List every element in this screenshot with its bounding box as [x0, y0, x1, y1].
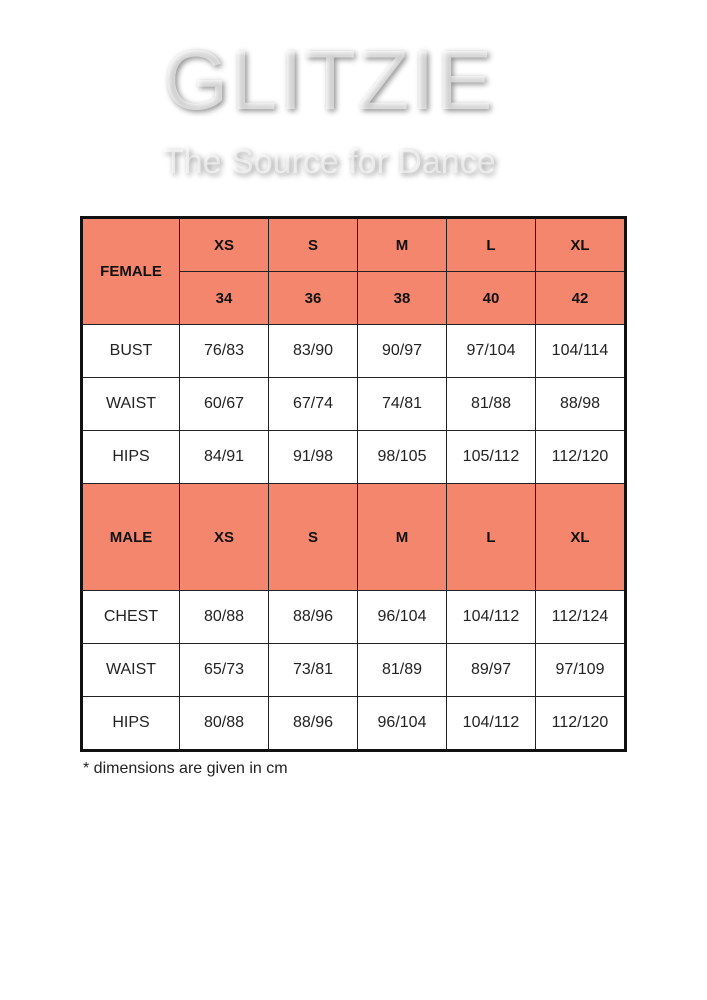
measurement-value: 89/97 [446, 643, 536, 697]
measurement-value: 88/96 [268, 590, 358, 644]
size-label: M [357, 217, 447, 272]
female-header-row: FEMALE XS S M L XL [81, 217, 626, 325]
measurement-value: 73/81 [268, 643, 358, 697]
measurement-value: 112/120 [535, 430, 626, 484]
table-row: CHEST 80/88 88/96 96/104 104/112 112/124 [81, 590, 626, 644]
measurement-value: 65/73 [179, 643, 269, 697]
size-chart-table: FEMALE XS S M L XL 34 36 38 40 42 BUST 76/83 83/90 90/… [80, 216, 627, 752]
measurement-label: HIPS [81, 696, 180, 751]
measurement-value: 112/124 [535, 590, 626, 644]
measurement-value: 104/112 [446, 696, 536, 751]
female-label: FEMALE [81, 217, 180, 325]
measurement-value: 96/104 [357, 696, 447, 751]
size-label: L [446, 217, 536, 272]
measurement-value: 81/89 [357, 643, 447, 697]
measurement-value: 80/88 [179, 590, 269, 644]
measurement-value: 81/88 [446, 377, 536, 431]
measurement-value: 90/97 [357, 324, 447, 378]
size-label: L [446, 483, 536, 591]
measurement-label: BUST [81, 324, 180, 378]
measurement-value: 60/67 [179, 377, 269, 431]
measurement-value: 80/88 [179, 696, 269, 751]
size-label: XS [179, 217, 269, 272]
size-number: 40 [446, 271, 536, 325]
measurement-label: HIPS [81, 430, 180, 484]
size-number: 34 [179, 271, 269, 325]
measurement-value: 105/112 [446, 430, 536, 484]
size-label: XS [179, 483, 269, 591]
size-label: XL [535, 483, 626, 591]
measurement-value: 83/90 [268, 324, 358, 378]
measurement-value: 98/105 [357, 430, 447, 484]
measurement-label: WAIST [81, 643, 180, 697]
measurement-label: CHEST [81, 590, 180, 644]
measurement-value: 76/83 [179, 324, 269, 378]
table-row: BUST 76/83 83/90 90/97 97/104 104/114 [81, 324, 626, 378]
table-row: WAIST 60/67 67/74 74/81 81/88 88/98 [81, 377, 626, 431]
measurement-value: 97/109 [535, 643, 626, 697]
male-label: MALE [81, 483, 180, 591]
measurement-value: 96/104 [357, 590, 447, 644]
female-number-row: 34 36 38 40 42 [82, 271, 626, 325]
measurement-value: 91/98 [268, 430, 358, 484]
male-header-row: MALE XS S M L XL [81, 483, 626, 591]
measurement-value: 88/96 [268, 696, 358, 751]
size-label: M [357, 483, 447, 591]
measurement-value: 84/91 [179, 430, 269, 484]
measurement-value: 67/74 [268, 377, 358, 431]
size-label: XL [535, 217, 626, 272]
measurement-value: 88/98 [535, 377, 626, 431]
table-row: HIPS 80/88 88/96 96/104 104/112 112/120 [81, 696, 626, 751]
dimensions-note: * dimensions are given in cm [83, 760, 288, 777]
size-label: S [268, 483, 358, 591]
size-number: 38 [357, 271, 447, 325]
measurement-value: 104/114 [535, 324, 626, 378]
table-row: WAIST 65/73 73/81 81/89 89/97 97/109 [81, 643, 626, 697]
measurement-value: 74/81 [357, 377, 447, 431]
size-number: 42 [535, 271, 626, 325]
table-row: HIPS 84/91 91/98 98/105 105/112 112/120 [81, 430, 626, 484]
measurement-value: 112/120 [535, 696, 626, 751]
size-number: 36 [268, 271, 358, 325]
watermark-tagline: The Source for Dance [163, 143, 496, 181]
size-label: S [268, 217, 358, 272]
measurement-value: 104/112 [446, 590, 536, 644]
watermark-logo: GLITZIE [163, 33, 495, 127]
measurement-label: WAIST [81, 377, 180, 431]
measurement-value: 97/104 [446, 324, 536, 378]
